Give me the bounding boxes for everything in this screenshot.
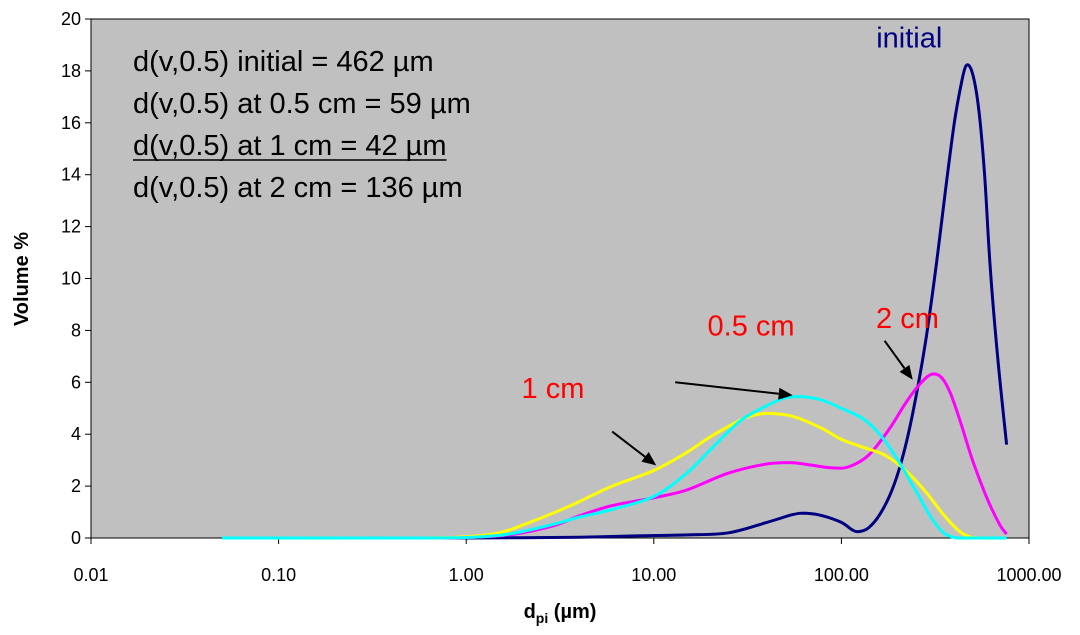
x-tick-label: 0.10 <box>261 565 296 585</box>
x-tick-label: 1.00 <box>449 565 484 585</box>
x-axis-title-main: d <box>524 601 536 623</box>
y-axis-title: Volume % <box>11 232 33 326</box>
y-tick-label: 18 <box>61 61 81 81</box>
curve-label-2-cm: 2 cm <box>876 303 939 335</box>
arrow-head <box>778 387 793 400</box>
y-axis: 0 2 4 6 8 10 12 14 16 18 20 <box>61 9 91 548</box>
curve-labels: initial 0.5 cm 2 cm 1 cm <box>522 23 943 405</box>
y-tick-label: 6 <box>71 372 81 392</box>
curve-label-0-5-cm: 0.5 cm <box>708 311 795 343</box>
x-axis-title-sub: pi <box>536 610 548 626</box>
y-tick-label: 8 <box>71 320 81 340</box>
arrow-shaft <box>611 430 646 458</box>
y-tick-label: 0 <box>71 528 81 548</box>
arrows <box>611 340 913 466</box>
x-tick-label: 0.01 <box>73 565 108 585</box>
y-tick-label: 12 <box>61 217 81 237</box>
series-line-initial <box>222 63 1009 540</box>
x-tick-label: 1000.00 <box>996 565 1061 585</box>
y-tick-label: 4 <box>71 424 81 444</box>
curve-label-1-cm: 1 cm <box>522 373 585 405</box>
arrow-head <box>899 364 913 380</box>
y-tick-label: 14 <box>61 165 81 185</box>
x-axis-title-unit: (µm) <box>548 601 596 623</box>
curve-label-initial: initial <box>876 23 942 55</box>
x-tick-label: 10.00 <box>631 565 676 585</box>
arrow-head <box>641 452 657 466</box>
annotation-05cm: d(v,0.5) at 0.5 cm = 59 µm <box>133 88 471 120</box>
y-tick-label: 2 <box>71 476 81 496</box>
series-line-1-cm <box>222 411 1007 540</box>
annotation-2cm: d(v,0.5) at 2 cm = 136 µm <box>133 172 463 204</box>
x-tick-label: 100.00 <box>814 565 869 585</box>
series-layer <box>222 63 1009 540</box>
annotation-initial: d(v,0.5) initial = 462 µm <box>133 46 434 78</box>
arrow-shaft <box>883 340 906 369</box>
y-tick-label: 20 <box>61 9 81 29</box>
x-axis: 0.01 0.10 1.00 10.00 100.00 1000.00 <box>73 538 1062 585</box>
y-tick-label: 16 <box>61 113 81 133</box>
annotation-1cm: d(v,0.5) at 1 cm = 42 µm <box>133 130 447 162</box>
x-axis-title: dpi (µm) <box>524 601 597 626</box>
y-tick-label: 10 <box>61 269 81 289</box>
arrow-shaft <box>675 381 779 395</box>
series-line-0-5-cm <box>222 395 1007 540</box>
